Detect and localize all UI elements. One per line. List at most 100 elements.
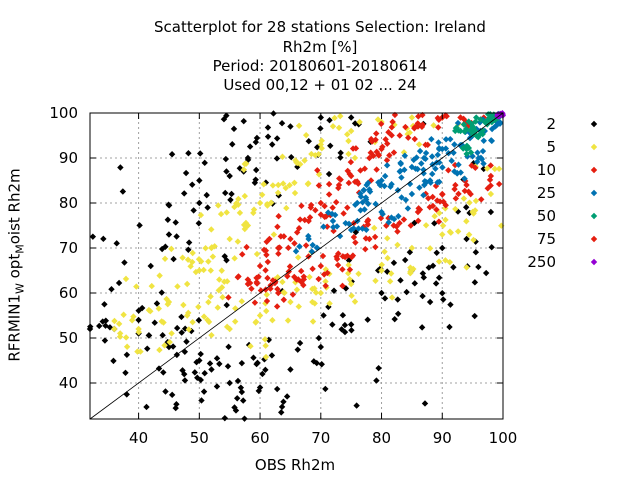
grid-lines [90,113,503,419]
scatter-point [426,298,434,306]
scatter-point [337,149,344,157]
scatter-point [491,165,499,173]
scatter-point [331,114,338,122]
scatter-point [168,391,176,399]
scatter-point [335,181,343,189]
scatter-point [331,211,339,219]
scatter-point [378,145,385,153]
scatter-point [273,135,281,142]
scatter-point [460,195,468,202]
scatter-point [335,250,342,257]
scatter-point [325,180,333,188]
legend-label: 2 [546,115,556,133]
scatter-point [312,289,320,296]
scatter-point [214,304,221,311]
scatter-point [406,180,414,188]
scatter-point [355,180,362,187]
scatter-point [320,312,327,319]
scatter-point [442,257,449,264]
axes: 40 50 60 70 80 90 100 40 50 60 70 80 90 100 [49,104,517,447]
scatter-point [429,193,436,201]
scatter-point [372,243,379,251]
scatter-point [366,154,373,162]
scatter-point [351,298,359,305]
scatter-point [181,190,188,197]
scatter-point [446,323,453,331]
scatter-point [429,262,437,269]
scatter-point [269,141,276,148]
scatter-point [281,289,288,297]
scatter-point [348,327,355,334]
title-line-3: Period: 20180601-20180614 [212,57,428,75]
scatter-point [411,135,418,143]
scatter-point [405,134,412,141]
scatter-point [239,397,247,404]
scatter-point [158,289,165,296]
scatter-point [231,404,238,411]
scatter-point [179,254,186,261]
scatter-point [439,164,446,171]
scatter-point [178,313,185,321]
scatter-point [108,286,115,293]
scatter-point [286,182,293,189]
scatter-point [259,370,266,378]
scatter-point [447,135,454,143]
scatter-point [122,334,130,341]
scatter-point [263,251,270,259]
scatter-point [253,134,261,142]
scatter-point [410,265,417,273]
scatter-point [422,149,430,157]
scatter-point [235,201,242,208]
scatter-point [307,201,315,209]
scatter-point [361,165,368,172]
scatter-point [274,189,282,196]
scatter-point [463,235,470,243]
scatter-point [395,213,402,220]
scatter-point [467,149,475,156]
scatter-point [196,177,203,184]
scatter-point [463,218,470,225]
y-tick-label: 50 [59,329,78,347]
scatter-point [151,319,158,326]
scatter-point [156,272,163,279]
scatter-point [111,317,118,325]
scatter-point [341,253,349,261]
scatter-point [495,180,503,188]
scatter-point [226,172,233,180]
scatter-point [471,279,479,286]
scatter-point [197,211,205,219]
scatter-point [235,195,242,203]
scatter-point [264,124,272,131]
scatter-point [320,271,328,278]
scatter-point [121,259,128,266]
scatter-point [283,204,290,212]
scatter-point [442,136,450,143]
scatter-point [213,383,221,390]
scatter-point [345,179,353,187]
scatter-point [381,182,388,190]
scatter-point [275,181,282,189]
scatter-point [339,266,346,273]
scatter-point [326,300,333,307]
scatter-point [236,209,244,217]
scatter-point [273,155,281,162]
scatter-point [419,121,426,128]
scatter-point [339,282,346,290]
scatter-point [450,264,457,271]
scatter-point [250,206,258,213]
scatter-point [390,149,398,156]
scatter-point [317,289,324,297]
legend-marker [590,166,598,174]
scatter-point [296,216,304,223]
scatter-point [439,222,447,229]
scatter-point [352,239,359,246]
scatter-point [264,274,271,282]
scatter-point [484,165,491,172]
x-tick-label: 60 [251,429,270,447]
scatter-point [328,210,336,218]
scatter-point [351,178,359,186]
scatter-point [344,131,351,138]
x-axis-label: OBS Rh2m [254,456,336,474]
scatter-point [484,185,491,192]
legend-marker [590,120,598,128]
